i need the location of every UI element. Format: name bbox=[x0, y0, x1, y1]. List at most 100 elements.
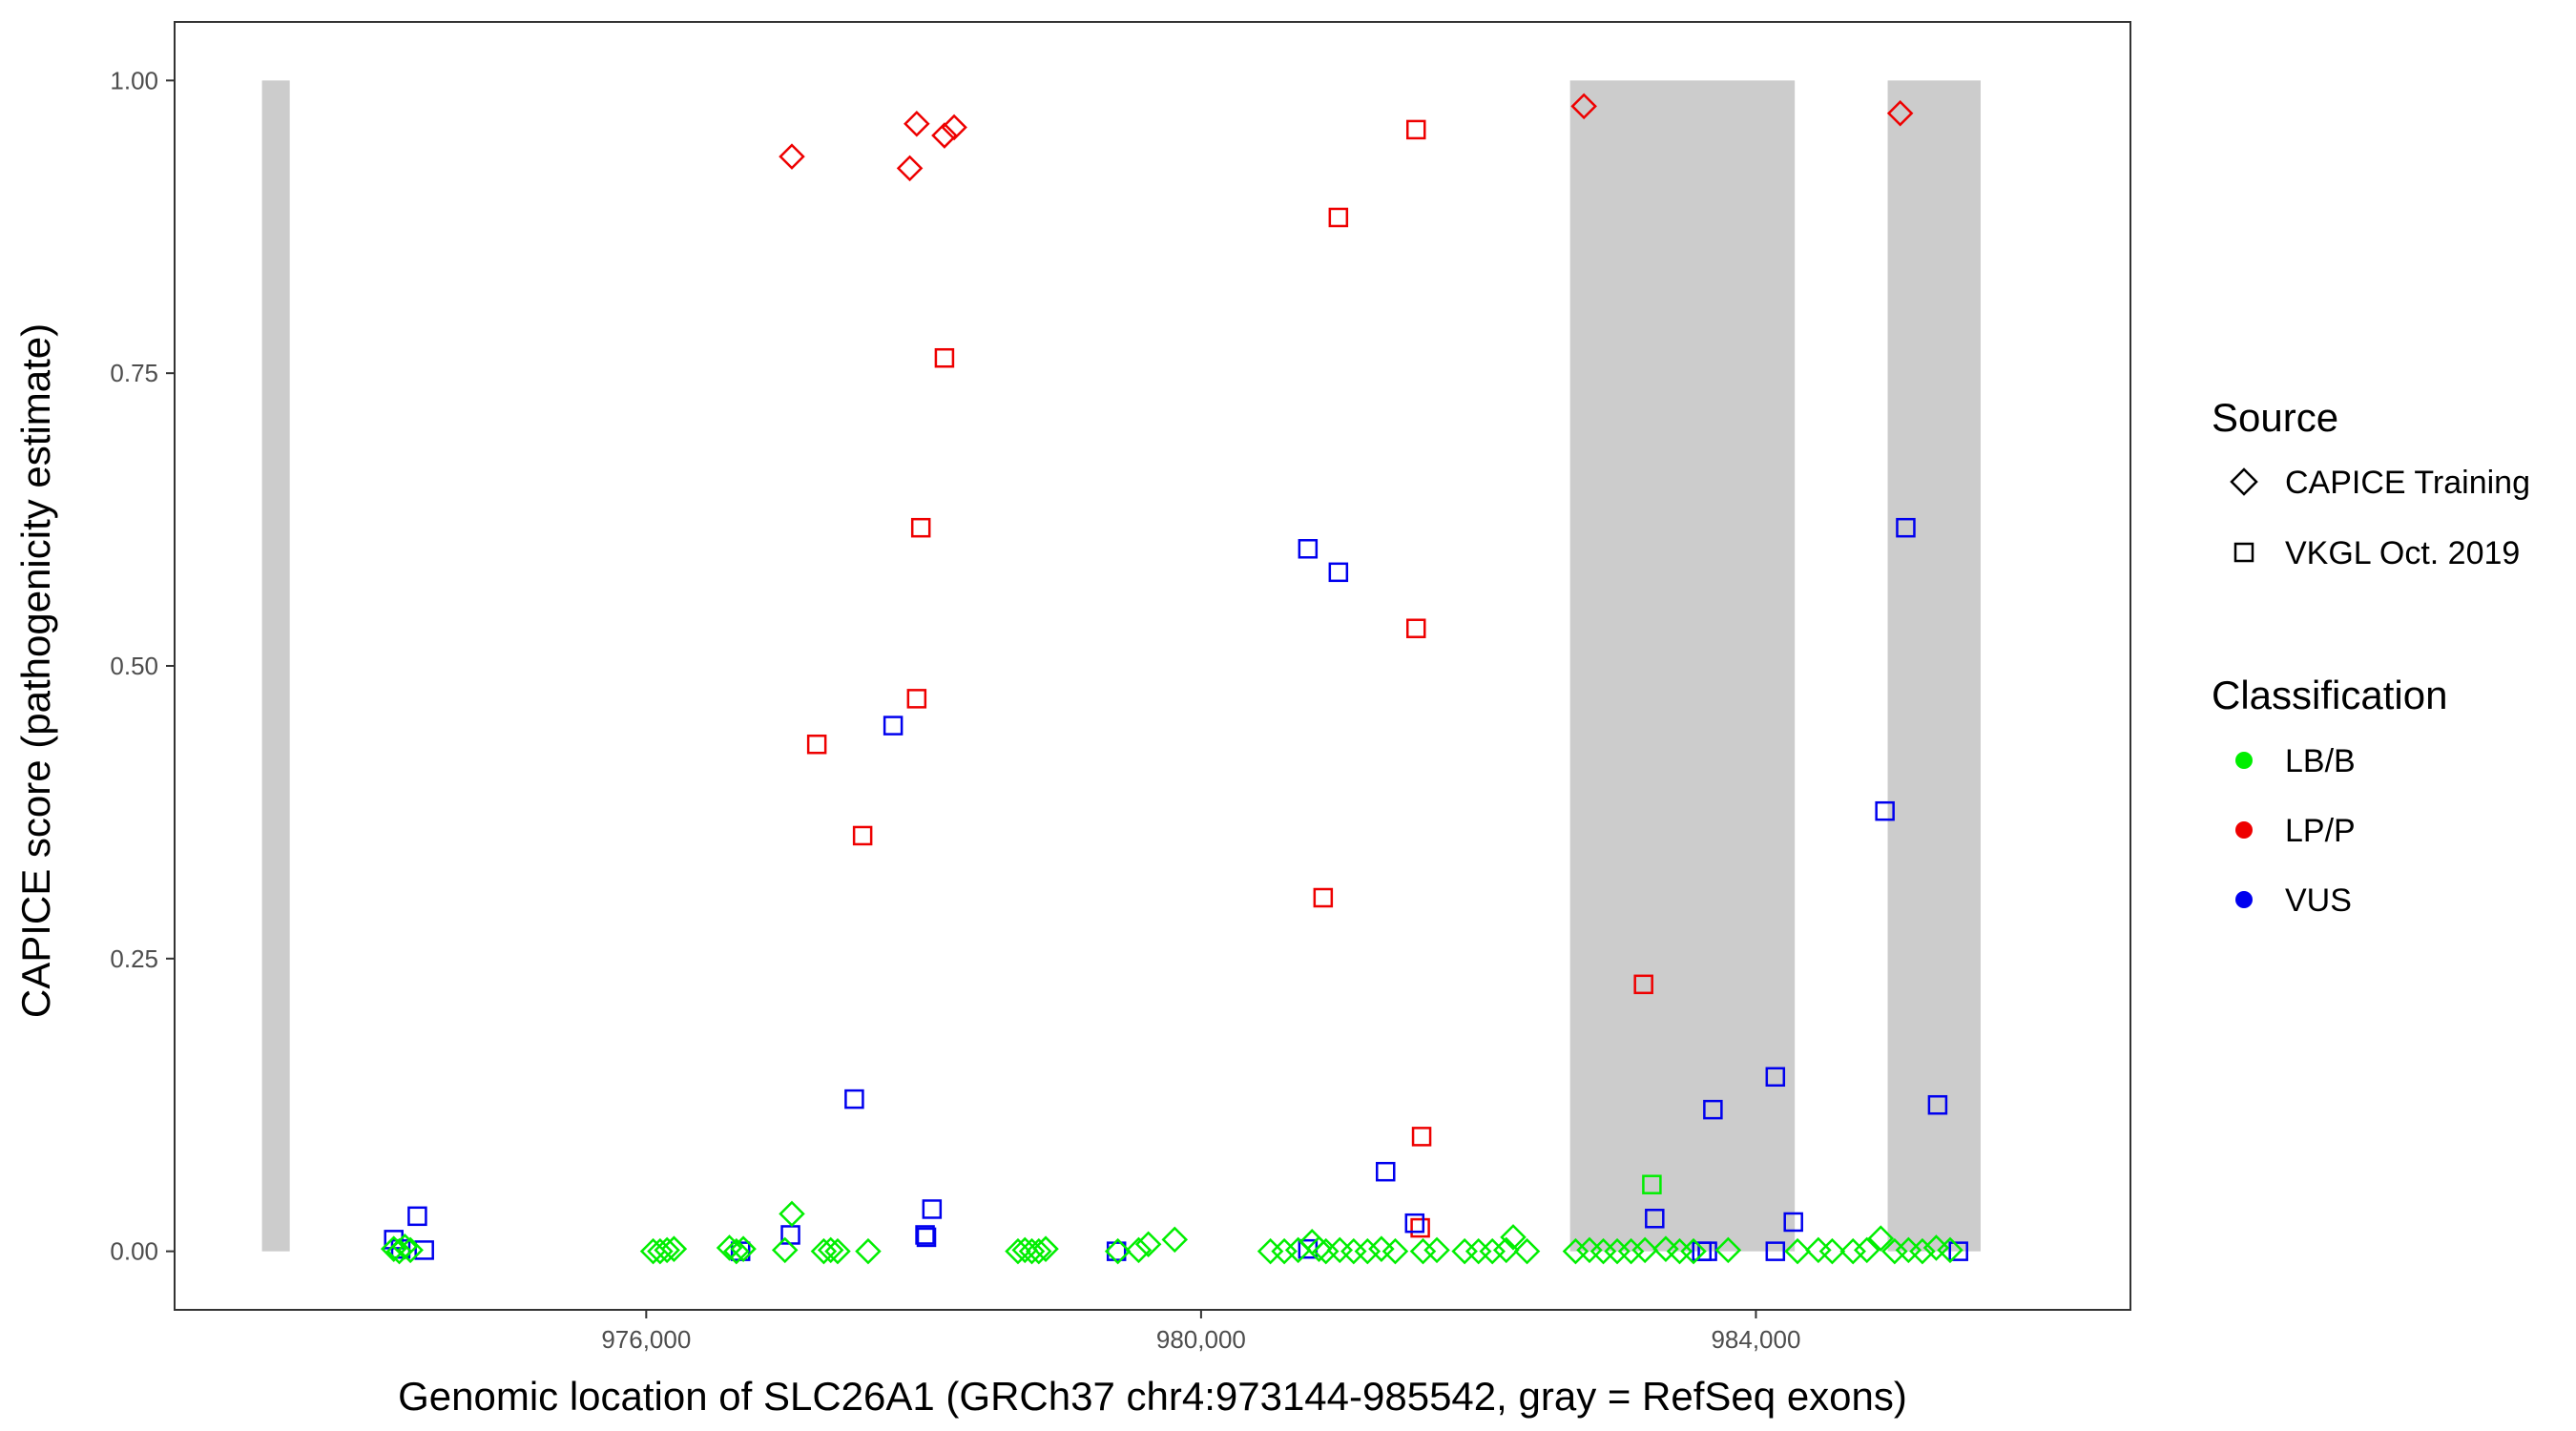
data-point bbox=[817, 1236, 844, 1264]
legend-label-lbb: LB/B bbox=[2285, 743, 2356, 779]
data-point bbox=[654, 1236, 680, 1264]
legend-label-capice-training: CAPICE Training bbox=[2285, 465, 2530, 501]
data-point bbox=[1642, 1174, 1662, 1194]
exon-band-3 bbox=[1887, 80, 1981, 1252]
axis-layer: 0.00 0.25 0.50 0.75 1.00 976,000 980,000 984,00… bbox=[110, 66, 1800, 1354]
data-point bbox=[1513, 1237, 1541, 1265]
data-point bbox=[922, 1199, 943, 1219]
data-point bbox=[1714, 1236, 1742, 1264]
data-point bbox=[391, 1233, 419, 1260]
x-tick-label: 984,000 bbox=[1711, 1325, 1800, 1354]
data-point bbox=[1423, 1236, 1450, 1264]
data-point bbox=[1896, 517, 1916, 538]
data-point bbox=[1161, 1226, 1189, 1254]
data-point bbox=[1839, 1237, 1866, 1265]
data-point bbox=[1680, 1237, 1707, 1265]
y-tick-label: 1.00 bbox=[110, 66, 158, 94]
data-point bbox=[1645, 1209, 1665, 1229]
x-tick-label: 980,000 bbox=[1156, 1325, 1246, 1354]
data-point bbox=[1765, 1241, 1786, 1261]
legend-label-vus: VUS bbox=[2285, 882, 2352, 919]
data-point bbox=[1492, 1236, 1520, 1264]
data-point bbox=[1104, 1237, 1132, 1265]
data-point bbox=[407, 1206, 427, 1227]
data-point bbox=[771, 1236, 799, 1264]
legend-square-icon bbox=[2233, 542, 2254, 563]
data-point bbox=[1697, 1241, 1717, 1261]
data-point bbox=[904, 111, 930, 137]
point-layer bbox=[380, 93, 1968, 1265]
data-point bbox=[1881, 1237, 1908, 1265]
data-point bbox=[723, 1237, 750, 1265]
data-point bbox=[1784, 1237, 1811, 1265]
data-point bbox=[1783, 1212, 1803, 1233]
data-point bbox=[1405, 119, 1426, 140]
data-point bbox=[852, 825, 873, 846]
data-point bbox=[1411, 1127, 1432, 1147]
y-tick-label: 0.75 bbox=[110, 359, 158, 387]
data-point bbox=[1703, 1099, 1723, 1120]
data-point bbox=[1381, 1237, 1409, 1265]
data-point bbox=[1405, 618, 1426, 638]
data-point bbox=[1479, 1237, 1506, 1265]
data-point bbox=[647, 1237, 674, 1265]
exon-band-2 bbox=[1569, 80, 1796, 1252]
data-point bbox=[1328, 562, 1349, 583]
data-point bbox=[931, 122, 958, 149]
data-point bbox=[1410, 1217, 1430, 1238]
data-point bbox=[1134, 1231, 1162, 1258]
data-point bbox=[855, 1237, 882, 1265]
data-point bbox=[1328, 207, 1349, 228]
data-point bbox=[1617, 1237, 1645, 1265]
legend-lbb-dot-icon bbox=[2235, 752, 2253, 769]
data-point bbox=[1853, 1236, 1880, 1264]
data-point bbox=[916, 1227, 937, 1248]
data-point bbox=[1376, 1161, 1396, 1182]
data-point bbox=[941, 114, 967, 141]
x-axis-title: Genomic location of SLC26A1 (GRCh37 chr4… bbox=[398, 1374, 1907, 1419]
data-point bbox=[385, 1237, 413, 1265]
data-point bbox=[1909, 1237, 1936, 1265]
data-point bbox=[1026, 1237, 1052, 1265]
data-point bbox=[1937, 1236, 1963, 1264]
data-point bbox=[934, 347, 955, 368]
data-point bbox=[906, 689, 927, 709]
data-point bbox=[660, 1235, 688, 1262]
data-point bbox=[1631, 1236, 1658, 1264]
legend-vus-dot-icon bbox=[2235, 891, 2253, 908]
data-point bbox=[915, 1225, 935, 1245]
y-tick-label: 0.25 bbox=[110, 944, 158, 973]
data-point bbox=[896, 155, 924, 182]
legend: Source CAPICE Training VKGL Oct. 2019 Cl… bbox=[2212, 395, 2530, 919]
data-point bbox=[1570, 93, 1597, 120]
data-point bbox=[1765, 1067, 1786, 1088]
data-point bbox=[1298, 539, 1319, 559]
data-point bbox=[779, 143, 805, 170]
data-point bbox=[1312, 1237, 1340, 1265]
data-point bbox=[1305, 1235, 1333, 1262]
data-point bbox=[1633, 974, 1653, 995]
data-point bbox=[1404, 1213, 1425, 1234]
data-point bbox=[1271, 1237, 1298, 1265]
data-point bbox=[1886, 99, 1914, 127]
data-point bbox=[414, 1240, 434, 1260]
data-point bbox=[1867, 1225, 1895, 1252]
data-point bbox=[1018, 1237, 1046, 1265]
data-point bbox=[1818, 1237, 1846, 1265]
exon-layer bbox=[261, 80, 1981, 1252]
data-point bbox=[1409, 1237, 1437, 1265]
data-point bbox=[1927, 1094, 1948, 1115]
legend-label-lpp: LP/P bbox=[2285, 813, 2356, 849]
data-point bbox=[1500, 1224, 1527, 1251]
data-point bbox=[1948, 1241, 1968, 1261]
data-point bbox=[910, 517, 931, 538]
data-point bbox=[1125, 1236, 1153, 1264]
legend-source-title: Source bbox=[2212, 395, 2338, 440]
exon-band-1 bbox=[261, 80, 290, 1252]
data-point bbox=[1313, 887, 1334, 908]
data-point bbox=[730, 1235, 757, 1262]
legend-classification-title: Classification bbox=[2212, 673, 2447, 717]
data-point bbox=[1875, 800, 1895, 821]
